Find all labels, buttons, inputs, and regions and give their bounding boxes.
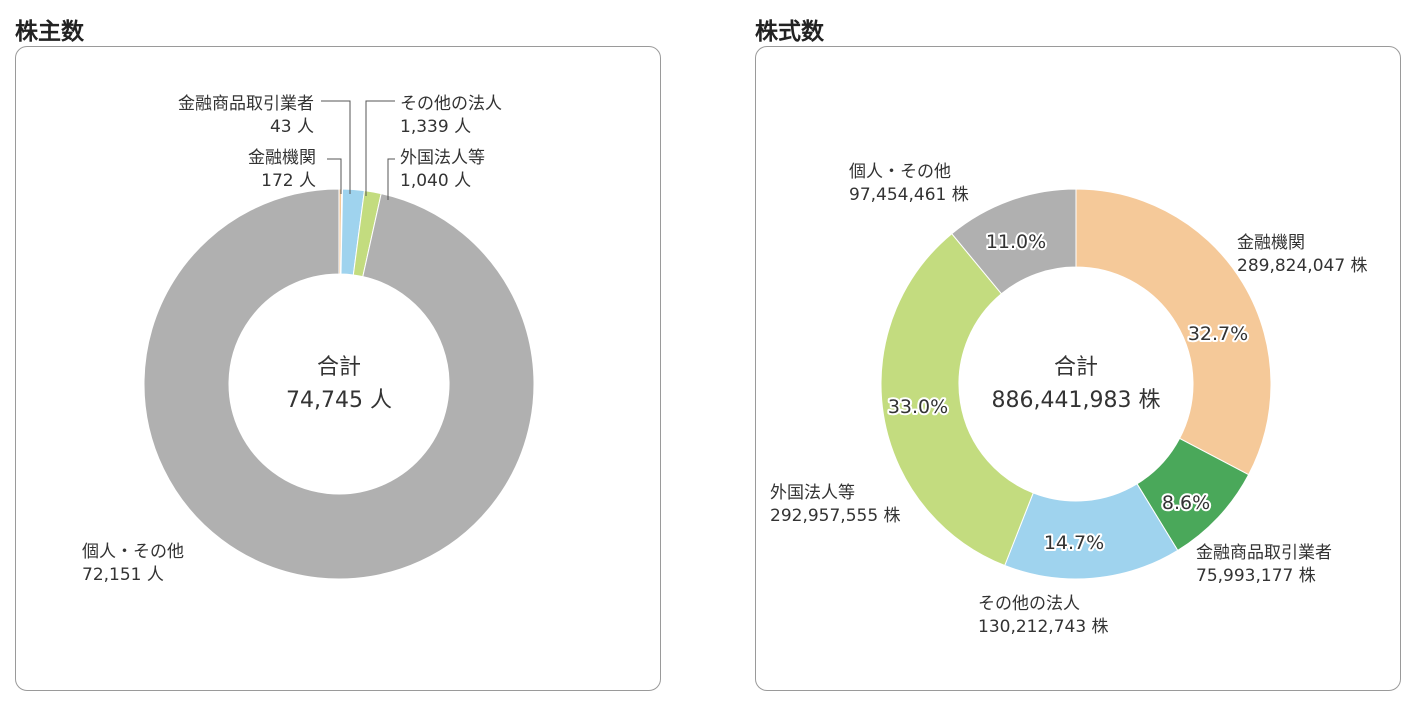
center-total-label: 合計 [1054, 355, 1098, 380]
label-financial-institutions-value: 172 人 [261, 171, 316, 191]
percent-foreign-corporations: 33.0% [888, 396, 948, 418]
shareholders-chart-panel: 金融商品取引業者 43 人 金融機関 172 人 その他の法人 1,339 人 … [15, 46, 661, 691]
label-securities-firms-name: 金融商品取引業者 [178, 94, 314, 114]
shareholders-donut-chart: 金融商品取引業者 43 人 金融機関 172 人 その他の法人 1,339 人 … [82, 94, 535, 585]
slice-individuals [143, 188, 535, 580]
label-financial-institutions-name: 金融機関 [1237, 233, 1305, 253]
leader-line-financial-institutions [327, 158, 342, 194]
label-foreign-corporations-name: 外国法人等 [770, 483, 855, 503]
shares-chart-panel: 個人・その他 97,454,461 株 金融機関 289,824,047 株 外… [755, 46, 1401, 691]
label-individuals-value: 97,454,461 株 [849, 185, 969, 205]
shares-chart-title: 株式数 [755, 19, 824, 45]
label-foreign-corporations-name: 外国法人等 [400, 148, 485, 168]
center-total-value: 886,441,983 株 [992, 388, 1161, 413]
label-individuals-value: 72,151 人 [82, 565, 164, 585]
leader-line-securities-firms [321, 100, 351, 194]
label-individuals-name: 個人・その他 [82, 542, 184, 562]
label-securities-firms-name: 金融商品取引業者 [1196, 543, 1332, 563]
percent-other-corporations: 14.7% [1044, 532, 1104, 554]
percent-individuals: 11.0% [986, 231, 1046, 253]
label-individuals-name: 個人・その他 [849, 162, 951, 182]
slice-financial-institutions [1075, 188, 1272, 476]
center-total-value: 74,745 人 [286, 388, 392, 413]
percent-financial-institutions: 32.7% [1188, 323, 1248, 345]
label-other-corporations-value: 130,212,743 株 [978, 617, 1109, 637]
label-other-corporations-value: 1,339 人 [400, 117, 471, 137]
shares-donut-chart: 個人・その他 97,454,461 株 金融機関 289,824,047 株 外… [770, 162, 1368, 637]
label-financial-institutions-value: 289,824,047 株 [1237, 256, 1368, 276]
center-total-label: 合計 [317, 355, 361, 380]
leader-line-other-corporations [365, 100, 395, 196]
label-other-corporations-name: その他の法人 [400, 94, 502, 114]
percent-securities-firms: 8.6% [1162, 492, 1210, 514]
slice-foreign-corporations [880, 232, 1034, 567]
label-foreign-corporations-value: 292,957,555 株 [770, 506, 901, 526]
label-securities-firms-value: 75,993,177 株 [1196, 566, 1316, 586]
leader-line-foreign-corporations [387, 158, 395, 200]
label-securities-firms-value: 43 人 [270, 117, 314, 137]
label-financial-institutions-name: 金融機関 [248, 148, 316, 168]
slice-individuals [951, 188, 1077, 295]
shareholders-chart-title: 株主数 [15, 19, 84, 45]
label-other-corporations-name: その他の法人 [978, 594, 1080, 614]
label-foreign-corporations-value: 1,040 人 [400, 171, 471, 191]
